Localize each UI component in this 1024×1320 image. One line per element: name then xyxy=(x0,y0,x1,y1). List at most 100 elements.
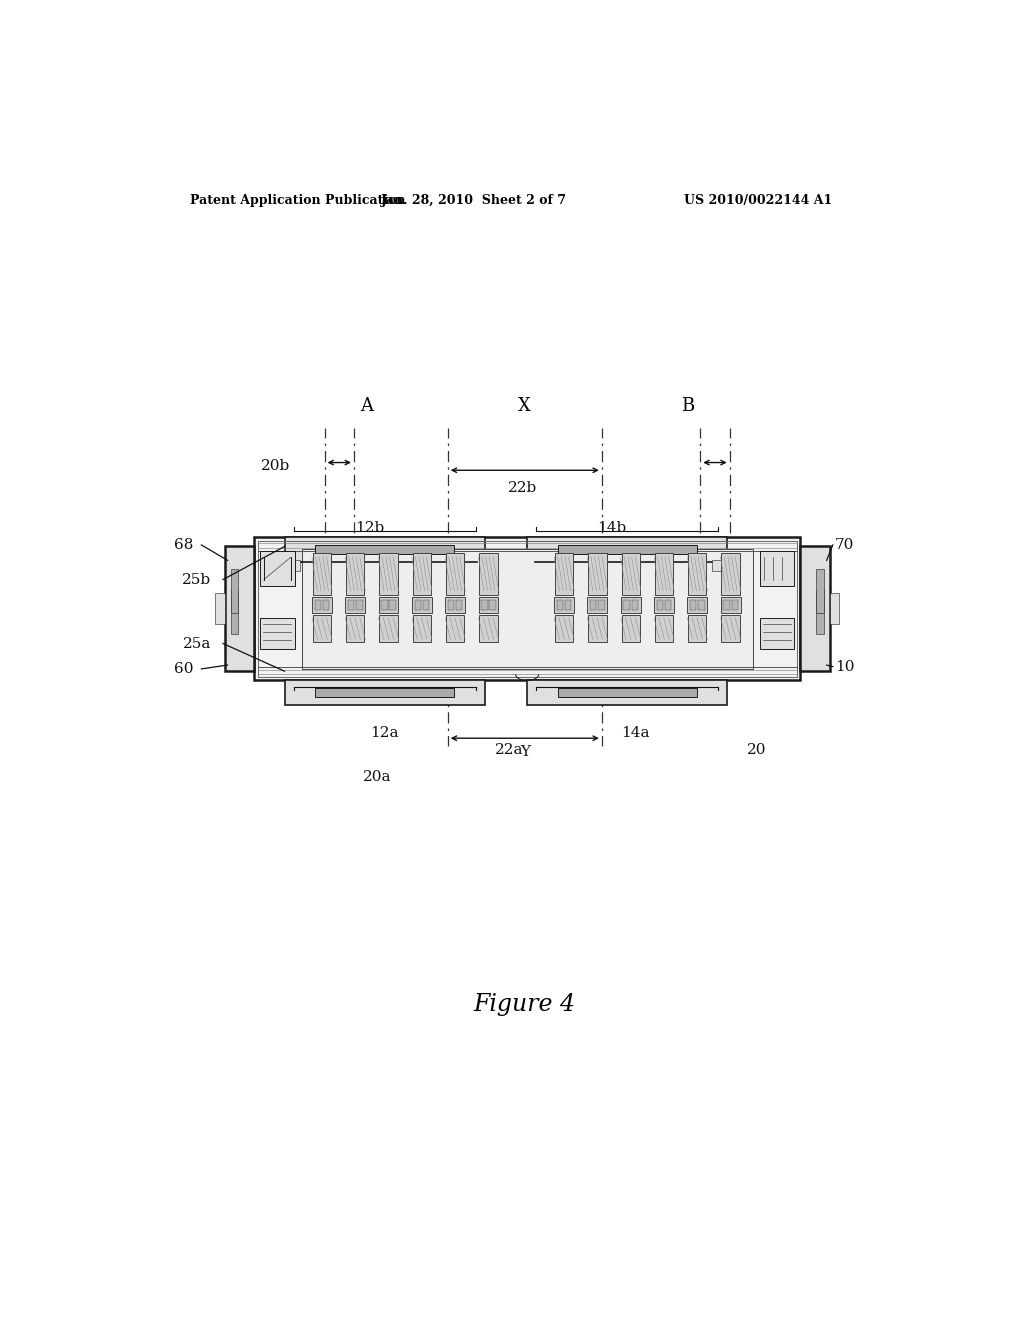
Text: 10: 10 xyxy=(836,660,855,673)
Bar xyxy=(345,597,366,612)
Text: Jan. 28, 2010  Sheet 2 of 7: Jan. 28, 2010 Sheet 2 of 7 xyxy=(381,194,566,206)
Bar xyxy=(558,688,696,697)
Bar xyxy=(527,537,727,562)
Bar xyxy=(698,601,705,610)
Text: 14a: 14a xyxy=(621,726,649,739)
Bar xyxy=(723,601,730,610)
Text: 70: 70 xyxy=(836,539,854,552)
Text: Y: Y xyxy=(520,744,529,759)
Bar xyxy=(314,601,321,610)
Bar xyxy=(712,561,726,572)
Bar xyxy=(554,597,574,612)
Bar xyxy=(356,601,362,610)
Bar xyxy=(588,553,606,595)
Bar xyxy=(598,601,605,610)
Text: X: X xyxy=(518,397,531,414)
Bar xyxy=(285,537,484,562)
Bar xyxy=(285,681,484,705)
Text: 20a: 20a xyxy=(362,770,391,784)
Bar xyxy=(588,615,606,642)
Bar xyxy=(415,601,421,610)
Bar xyxy=(312,615,331,642)
Bar xyxy=(301,549,753,669)
Text: 12a: 12a xyxy=(371,726,399,739)
Bar xyxy=(829,594,839,624)
Bar xyxy=(423,601,429,610)
Bar xyxy=(621,597,641,612)
Text: Patent Application Publication: Patent Application Publication xyxy=(189,194,406,206)
Bar xyxy=(655,553,673,595)
Bar xyxy=(346,553,365,595)
Bar xyxy=(230,590,239,634)
Bar xyxy=(230,569,239,612)
Bar xyxy=(348,601,354,610)
Bar xyxy=(527,681,727,705)
Bar xyxy=(456,601,463,610)
Bar xyxy=(557,601,563,610)
Bar xyxy=(446,615,464,642)
Text: 25a: 25a xyxy=(183,636,211,651)
Bar xyxy=(381,601,388,610)
Text: 25b: 25b xyxy=(182,573,211,586)
Text: 20b: 20b xyxy=(261,459,290,474)
Bar xyxy=(258,541,797,677)
Bar xyxy=(481,601,487,610)
Bar xyxy=(622,615,640,642)
Bar xyxy=(315,545,454,554)
Bar xyxy=(224,546,254,671)
Bar xyxy=(286,561,300,572)
Bar xyxy=(254,537,801,681)
Bar xyxy=(315,688,454,697)
Text: 14b: 14b xyxy=(597,521,627,535)
Bar xyxy=(665,601,672,610)
Bar xyxy=(722,553,739,595)
Bar xyxy=(479,553,498,595)
Bar xyxy=(445,597,465,612)
Bar xyxy=(690,601,696,610)
Bar xyxy=(479,615,498,642)
Bar xyxy=(489,601,496,610)
Bar xyxy=(447,601,455,610)
Bar xyxy=(655,615,673,642)
Bar xyxy=(687,597,708,612)
Bar xyxy=(389,601,396,610)
Bar xyxy=(654,597,674,612)
Bar xyxy=(688,615,707,642)
Bar xyxy=(379,615,397,642)
Bar xyxy=(478,597,499,612)
Bar xyxy=(323,601,330,610)
Bar xyxy=(760,618,795,649)
Bar xyxy=(413,553,431,595)
Bar xyxy=(656,601,664,610)
Bar xyxy=(624,601,630,610)
Bar xyxy=(622,553,640,595)
Bar xyxy=(760,552,795,586)
Bar xyxy=(816,590,823,634)
Bar xyxy=(558,545,696,554)
Bar xyxy=(379,553,397,595)
Text: Figure 4: Figure 4 xyxy=(474,993,575,1015)
Bar xyxy=(816,569,823,612)
Text: US 2010/0022144 A1: US 2010/0022144 A1 xyxy=(684,194,833,206)
Bar xyxy=(632,601,638,610)
Bar xyxy=(801,546,829,671)
Bar xyxy=(731,601,738,610)
Bar xyxy=(413,615,431,642)
Bar xyxy=(555,553,573,595)
Bar xyxy=(215,594,224,624)
Bar xyxy=(312,553,331,595)
Text: 22b: 22b xyxy=(508,480,538,495)
Bar xyxy=(312,597,332,612)
Bar xyxy=(590,601,597,610)
Text: 12b: 12b xyxy=(354,521,384,535)
Text: B: B xyxy=(681,397,694,414)
Text: 20: 20 xyxy=(746,743,766,756)
Text: A: A xyxy=(360,397,373,414)
Text: 60: 60 xyxy=(174,661,194,676)
Bar xyxy=(379,597,398,612)
Bar xyxy=(260,618,295,649)
Bar xyxy=(346,615,365,642)
Bar xyxy=(721,597,740,612)
Text: 22a: 22a xyxy=(496,743,523,756)
Bar xyxy=(722,615,739,642)
